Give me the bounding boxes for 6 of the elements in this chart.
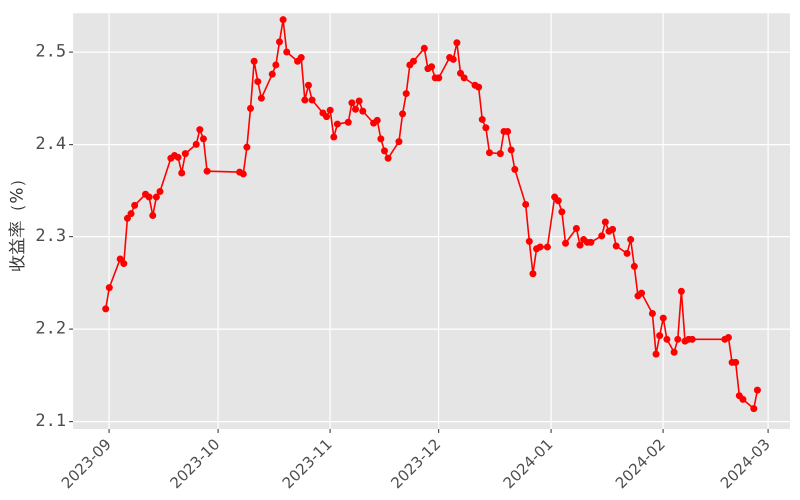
y-tick-label: 2.4 [35, 134, 66, 154]
y-tick-label: 2.1 [35, 410, 66, 431]
y-tick-label: 2.5 [35, 41, 66, 62]
y-tick-label: 2.2 [35, 318, 66, 339]
y-tick-label: 2.3 [35, 226, 66, 246]
y-axis-title: 收益率（%） [8, 170, 28, 272]
